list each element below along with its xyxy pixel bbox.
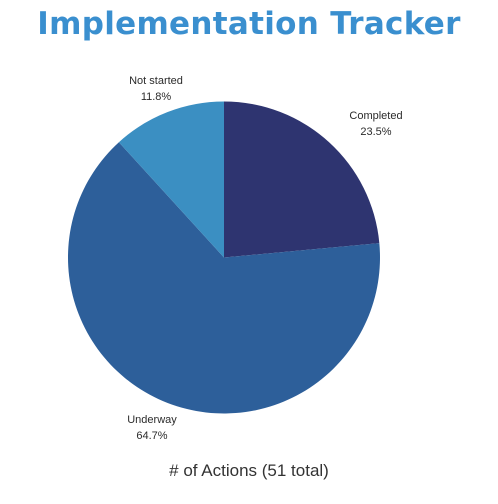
slice-percent-completed: 23.5% [360, 126, 391, 138]
chart-caption: # of Actions (51 total) [169, 461, 329, 480]
pie-slice-completed [224, 101, 380, 258]
slice-label-underway: Underway [127, 414, 177, 426]
pie-slice-not-started [118, 101, 224, 258]
slice-percent-underway: 64.7% [136, 430, 167, 442]
pie-slice-underway [67, 142, 380, 414]
slice-percent-not-started: 11.8% [141, 91, 172, 103]
slice-label-not-started: Not started [129, 75, 183, 87]
chart-title: Implementation Tracker [37, 6, 461, 42]
slice-label-completed: Completed [349, 110, 402, 122]
